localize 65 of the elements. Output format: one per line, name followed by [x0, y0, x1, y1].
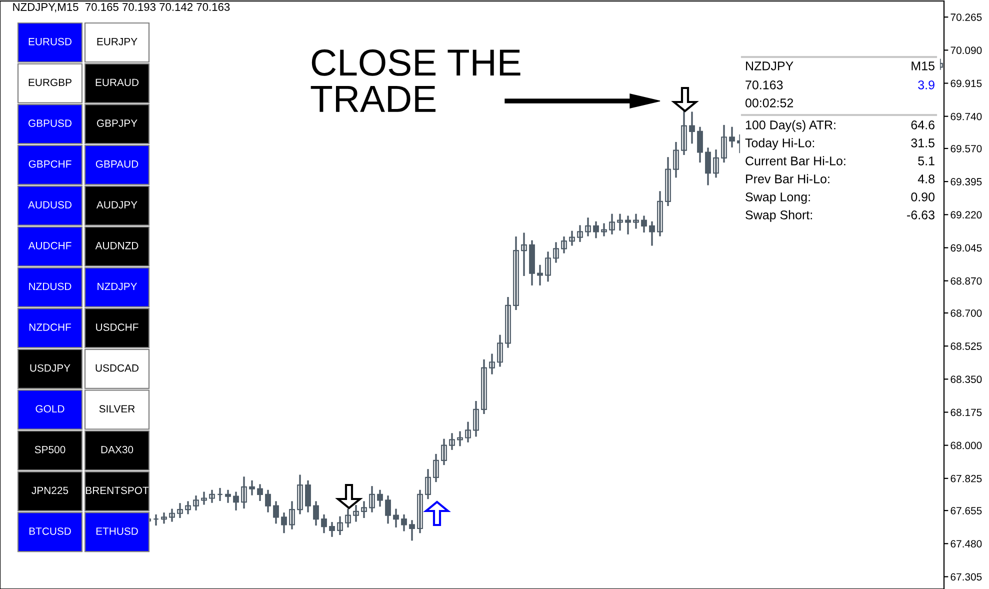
- annotation: 31.5: [911, 138, 934, 148]
- candlestick: [153, 514, 159, 526]
- annotation: 00:02:52: [745, 98, 794, 108]
- annotation: SP500: [34, 446, 66, 454]
- y-tick-label: 67.825: [950, 474, 982, 482]
- y-tick-label: 67.655: [950, 507, 982, 514]
- annotation: 70.163: [746, 80, 783, 90]
- annotation: AUDCHF: [28, 242, 72, 250]
- annotation: 64.6: [911, 120, 934, 130]
- candlestick: [217, 488, 223, 501]
- annotation: NZDUSD: [29, 282, 72, 290]
- annotation: 4.8: [918, 174, 934, 184]
- y-tick-label: 69.915: [950, 80, 982, 88]
- y-tick-label: 70.265: [950, 14, 982, 21]
- y-tick-label: 67.480: [950, 540, 982, 548]
- annotation: Current Bar Hi-Lo:: [746, 156, 846, 166]
- annotation: GBPUSD: [28, 120, 72, 127]
- y-tick-label: 67.305: [950, 573, 982, 581]
- annotation: Prev Bar Hi-Lo:: [746, 174, 830, 184]
- annotation: GOLD: [36, 405, 64, 412]
- y-tick-label: 70.090: [950, 46, 982, 54]
- annotation: 5.1: [918, 156, 934, 166]
- annotation: CLOSE THE TRADE: [310, 49, 520, 112]
- y-tick-label: 69.395: [950, 178, 982, 186]
- annotation: Swap Short:: [746, 210, 812, 222]
- annotation: GBPCHF: [28, 160, 72, 168]
- y-tick-label: 68.525: [950, 342, 982, 350]
- annotation: NZDJPY: [98, 282, 138, 290]
- annotation: BRENTSPOT: [86, 486, 149, 494]
- annotation: EURJPY: [97, 38, 138, 46]
- y-tick-label: 69.570: [950, 144, 982, 152]
- y-tick-label: 68.350: [950, 376, 982, 384]
- annotation: EURAUD: [96, 78, 138, 86]
- annotation: BTCUSD: [29, 528, 71, 535]
- y-tick-label: 68.870: [950, 277, 982, 285]
- annotation: ETHUSD: [96, 528, 138, 535]
- annotation: NZDJPY: [746, 62, 794, 70]
- annotation: Today Hi-Lo:: [745, 138, 814, 150]
- annotation: AUDNZD: [95, 242, 138, 250]
- annotation: EURUSD: [28, 38, 72, 46]
- annotation: USDCHF: [96, 324, 138, 331]
- annotation: SILVER: [99, 405, 135, 412]
- annotation: EURGBP: [28, 78, 72, 86]
- annotation: USDCAD: [96, 364, 138, 372]
- annotation: NZDCHF: [29, 324, 71, 331]
- annotation: JPN225: [32, 486, 68, 494]
- annotation: 3.9: [918, 80, 934, 90]
- annotation: 0.90: [911, 192, 935, 202]
- y-tick-label: 69.045: [950, 244, 982, 252]
- annotation: AUDJPY: [96, 201, 138, 208]
- y-tick-label: 69.220: [950, 211, 982, 219]
- y-tick-label: 69.740: [950, 112, 982, 120]
- y-tick-label: 68.000: [950, 442, 982, 450]
- y-tick-label: 68.175: [950, 408, 982, 416]
- chart-title: NZDJPY,M15 70.165 70.193 70.142 70.163: [13, 3, 230, 12]
- annotation: -6.63: [907, 210, 934, 220]
- annotation: DAX30: [101, 446, 134, 454]
- annotation: USDJPY: [30, 364, 70, 372]
- annotation: AUDUSD: [28, 201, 72, 208]
- y-tick-label: 68.700: [950, 309, 982, 317]
- annotation: 100 Day(s) ATR:: [746, 120, 836, 132]
- annotation: GBPJPY: [96, 120, 138, 127]
- annotation: M15: [912, 62, 934, 70]
- annotation: Swap Long:: [746, 192, 810, 204]
- annotation: GBPAUD: [96, 160, 138, 168]
